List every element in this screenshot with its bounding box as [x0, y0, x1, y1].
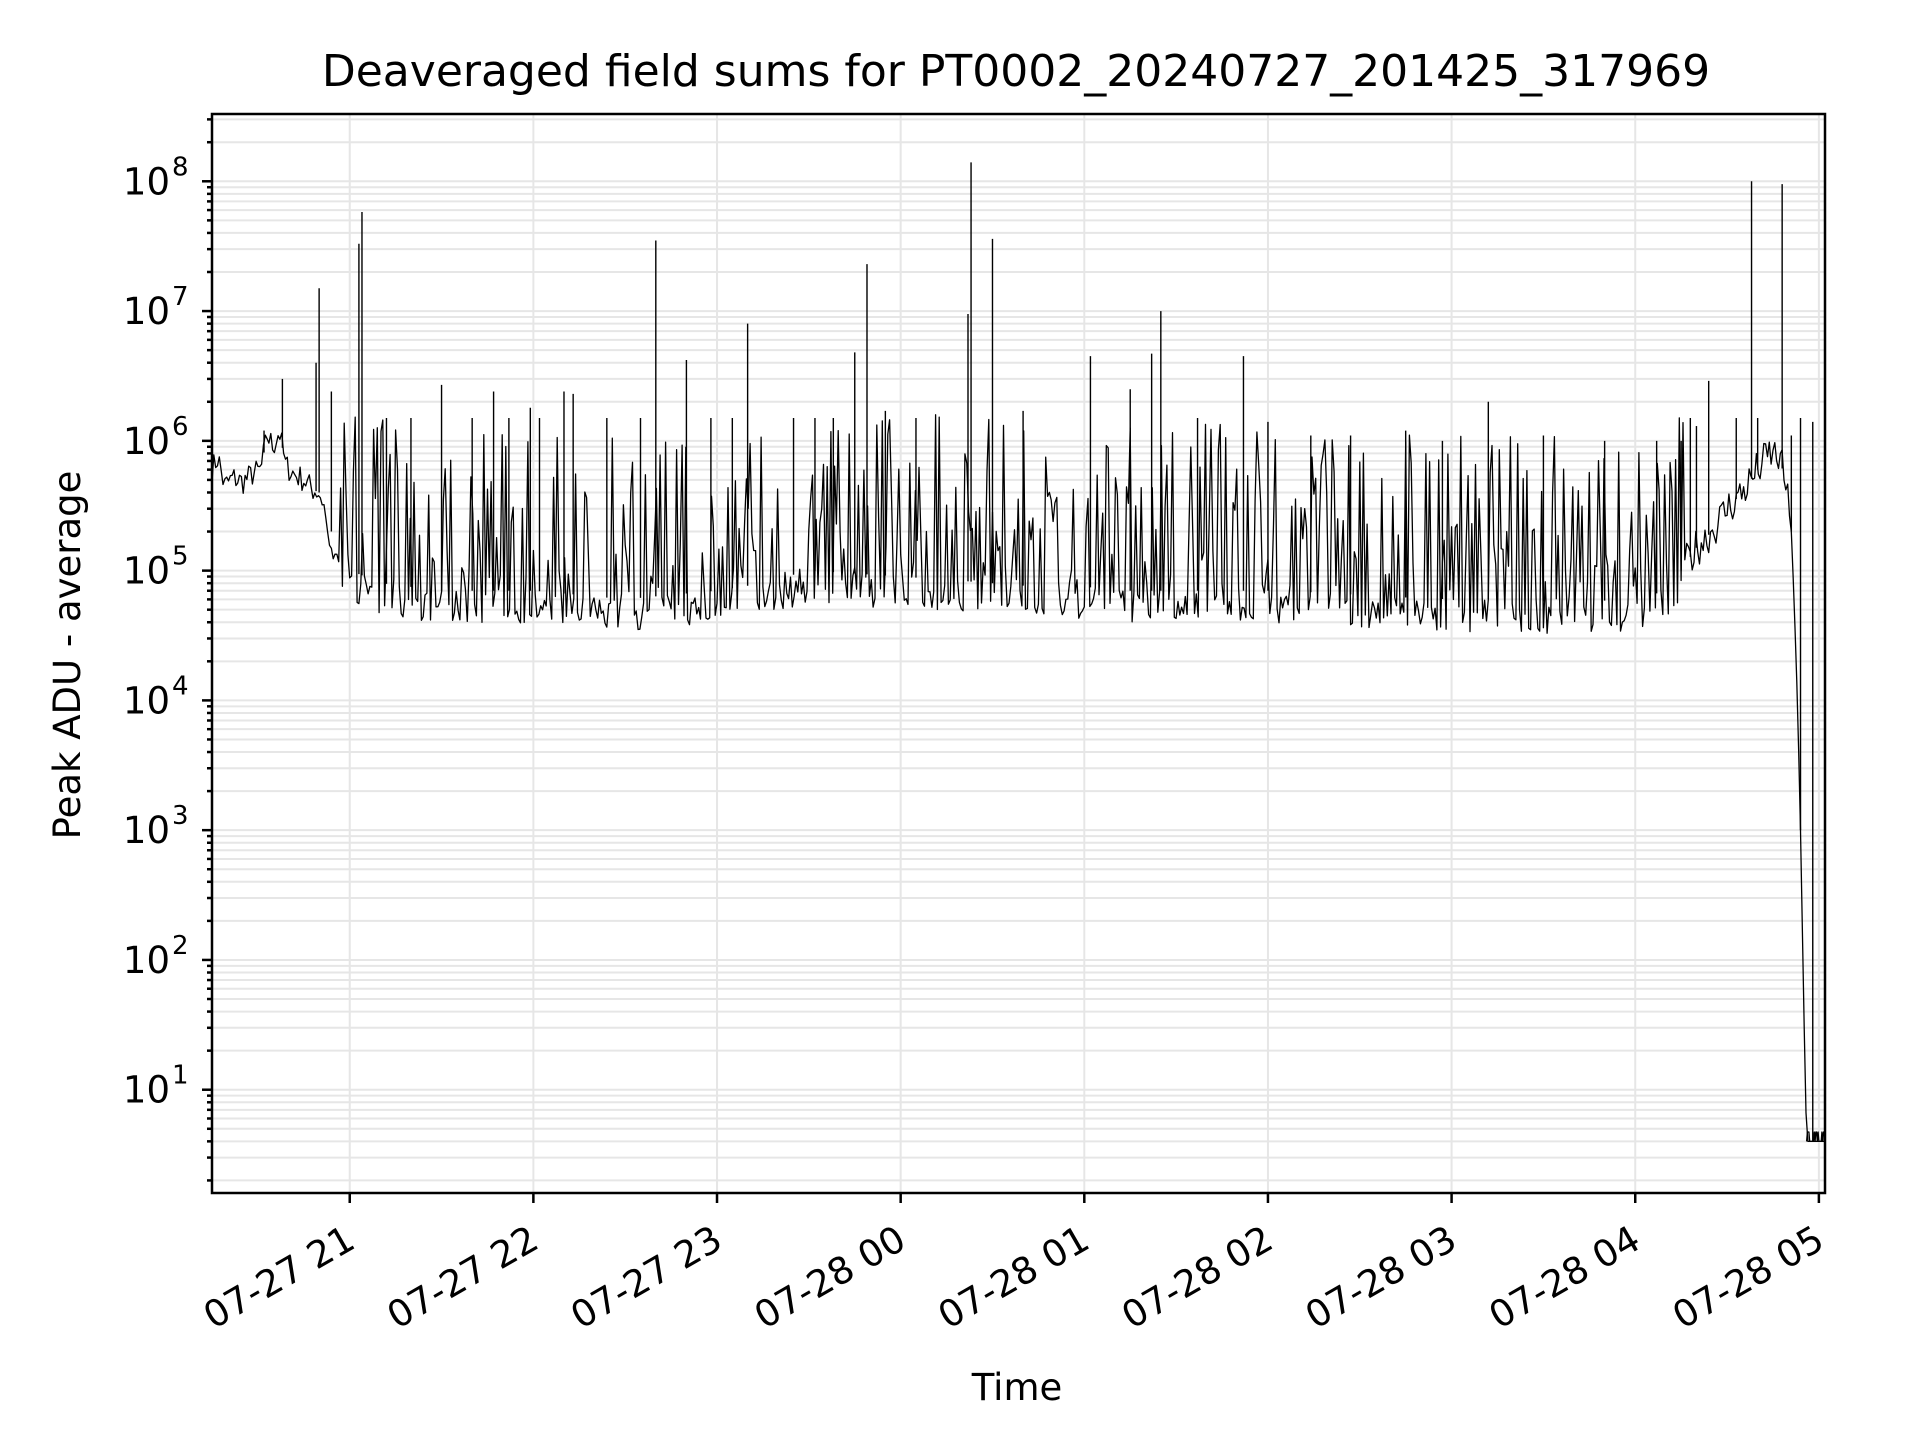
y-tick-base: 10 — [123, 939, 170, 982]
y-tick-label: 10 — [123, 160, 170, 203]
y-tick-label: 10 — [123, 290, 170, 333]
y-tick-base: 10 — [123, 550, 170, 593]
series-group — [212, 162, 1825, 1143]
y-tick-base: 10 — [123, 160, 170, 203]
y-tick-exponent: 8 — [172, 152, 189, 182]
y-tick-base: 10 — [123, 809, 170, 852]
y-axis-label: Peak ADU - average — [46, 471, 89, 840]
y-tick-exponent: 5 — [172, 542, 189, 572]
y-tick-base: 10 — [123, 290, 170, 333]
series-tail — [1805, 1131, 1825, 1143]
y-tick-label: 10 — [123, 550, 170, 593]
chart-title: Deaveraged field sums for PT0002_2024072… — [322, 46, 1710, 97]
grid — [212, 114, 1825, 1193]
y-tick-label: 10 — [123, 939, 170, 982]
y-tick-label: 10 — [123, 809, 170, 852]
y-tick-exponent: 3 — [172, 801, 189, 831]
y-tick-exponent: 6 — [172, 412, 189, 442]
y-tick-base: 10 — [123, 420, 170, 463]
y-tick-exponent: 4 — [172, 671, 189, 701]
y-tick-label: 10 — [123, 679, 170, 722]
y-tick-label: 10 — [123, 420, 170, 463]
series-line — [212, 414, 1825, 1143]
y-tick-exponent: 1 — [172, 1061, 189, 1091]
y-tick-exponent: 7 — [172, 282, 189, 312]
y-tick-base: 10 — [123, 679, 170, 722]
y-tick-label: 10 — [123, 1069, 170, 1112]
y-tick-base: 10 — [123, 1069, 170, 1112]
plot-frame — [210, 112, 1827, 1195]
y-tick-exponent: 2 — [172, 931, 189, 961]
x-axis-label: Time — [971, 1366, 1063, 1409]
